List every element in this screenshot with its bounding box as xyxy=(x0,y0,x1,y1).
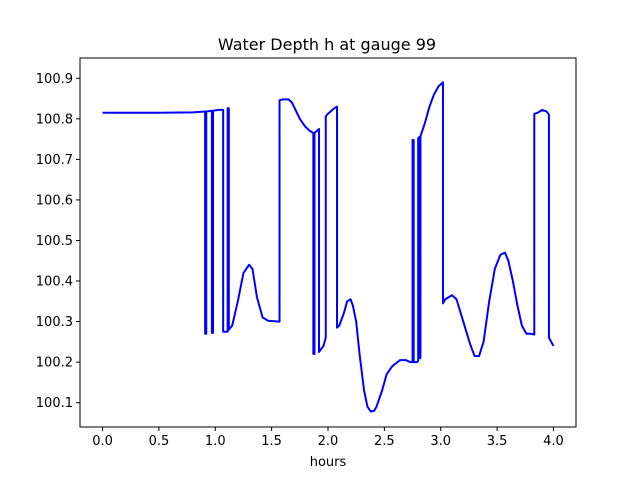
x-tick-label: 3.0 xyxy=(430,434,451,449)
y-tick-label: 100.3 xyxy=(36,315,73,330)
x-tick-label: 1.5 xyxy=(261,434,282,449)
y-tick-label: 100.7 xyxy=(36,153,73,168)
plot-area xyxy=(102,81,555,413)
x-tick-label: 2.0 xyxy=(318,434,339,449)
y-tick-label: 100.1 xyxy=(36,396,73,411)
y-tick-label: 100.5 xyxy=(36,234,73,249)
y-tick-label: 100.6 xyxy=(36,193,73,208)
series-line-0 xyxy=(102,81,555,413)
y-axis: 100.1 100.2 100.3 100.4 100.5 100.6 100.7 100.8… xyxy=(36,72,80,411)
chart-title: Water Depth h at gauge 99 xyxy=(218,35,436,54)
x-tick-label: 0.5 xyxy=(149,434,170,449)
x-axis-label: hours xyxy=(310,455,347,470)
x-tick-label: 2.5 xyxy=(374,434,395,449)
x-tick-label: 3.5 xyxy=(487,434,508,449)
y-tick-label: 100.8 xyxy=(36,112,73,127)
x-axis: 0.0 0.5 1.0 1.5 2.0 2.5 3.0 3.5 4.0 xyxy=(92,427,564,449)
x-tick-label: 1.0 xyxy=(205,434,226,449)
y-tick-label: 100.9 xyxy=(36,72,73,87)
x-tick-label: 0.0 xyxy=(92,434,113,449)
y-tick-label: 100.2 xyxy=(36,356,73,371)
y-tick-label: 100.4 xyxy=(36,275,73,290)
x-tick-label: 4.0 xyxy=(543,434,564,449)
